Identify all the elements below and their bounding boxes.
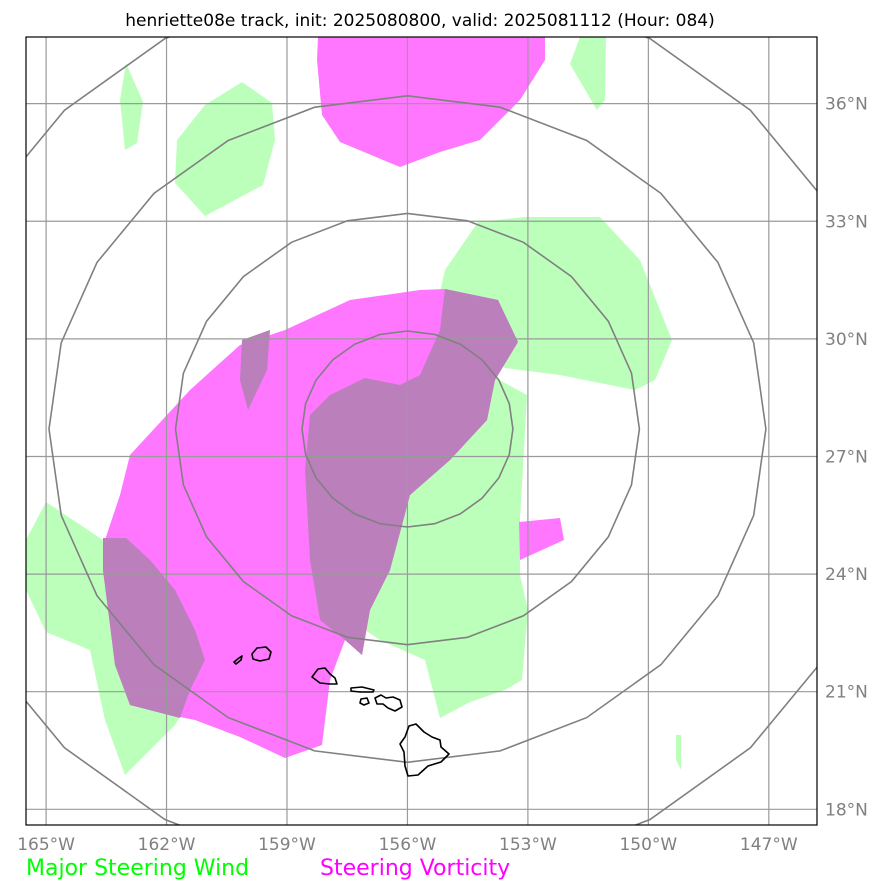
island-hawaii — [399, 723, 450, 777]
island-molokai — [350, 686, 375, 693]
latitude-tick-label: 24°N — [825, 565, 868, 585]
longitude-tick-label: 159°W — [258, 835, 316, 855]
latitude-tick-label: 27°N — [825, 447, 868, 467]
island-niihau — [233, 655, 243, 665]
steering-wind-region — [120, 63, 143, 150]
distance-ring — [301, 330, 514, 528]
island-kauai — [251, 646, 272, 662]
latitude-tick-label: 30°N — [825, 330, 868, 350]
steering-wind-region — [676, 735, 681, 770]
overlap-region — [103, 538, 205, 718]
longitude-tick-label: 147°W — [740, 835, 798, 855]
distance-ring — [174, 212, 641, 646]
steering-wind-region — [175, 82, 275, 216]
coastline-hawaii — [233, 646, 450, 777]
latitude-tick-label: 21°N — [825, 683, 868, 703]
longitude-tick-label: 165°W — [17, 835, 75, 855]
latitude-labels: 18°N 21°N 24°N 27°N 30°N 33°N 36°N — [825, 95, 868, 821]
island-lanai — [359, 697, 370, 706]
overlap-layer — [103, 289, 518, 718]
latitude-tick-label: 36°N — [825, 95, 868, 115]
latitude-tick-label: 33°N — [825, 212, 868, 232]
island-oahu — [311, 667, 338, 685]
distance-ring — [48, 94, 767, 764]
steering-wind-region — [365, 375, 528, 718]
overlap-region — [240, 330, 270, 410]
island-maui — [374, 694, 403, 712]
longitude-labels: 165°W 162°W 159°W 156°W 153°W 150°W 147°W — [17, 835, 798, 855]
map-title: henriette08e track, init: 2025080800, va… — [125, 11, 714, 31]
longitude-tick-label: 153°W — [499, 835, 557, 855]
longitude-tick-label: 156°W — [379, 835, 437, 855]
map-frame — [25, 36, 818, 826]
legend-steering-vorticity: Steering Vorticity — [320, 856, 510, 881]
overlap-region — [305, 289, 518, 655]
latitude-tick-label: 18°N — [825, 800, 868, 820]
steering-vorticity-region — [317, 37, 545, 167]
steering-wind-region — [570, 37, 606, 110]
legend-steering-wind: Major Steering Wind — [26, 856, 249, 881]
longitude-tick-label: 150°W — [619, 835, 677, 855]
steering-vorticity-region — [519, 518, 564, 560]
graticule — [26, 37, 817, 825]
longitude-tick-label: 162°W — [138, 835, 196, 855]
